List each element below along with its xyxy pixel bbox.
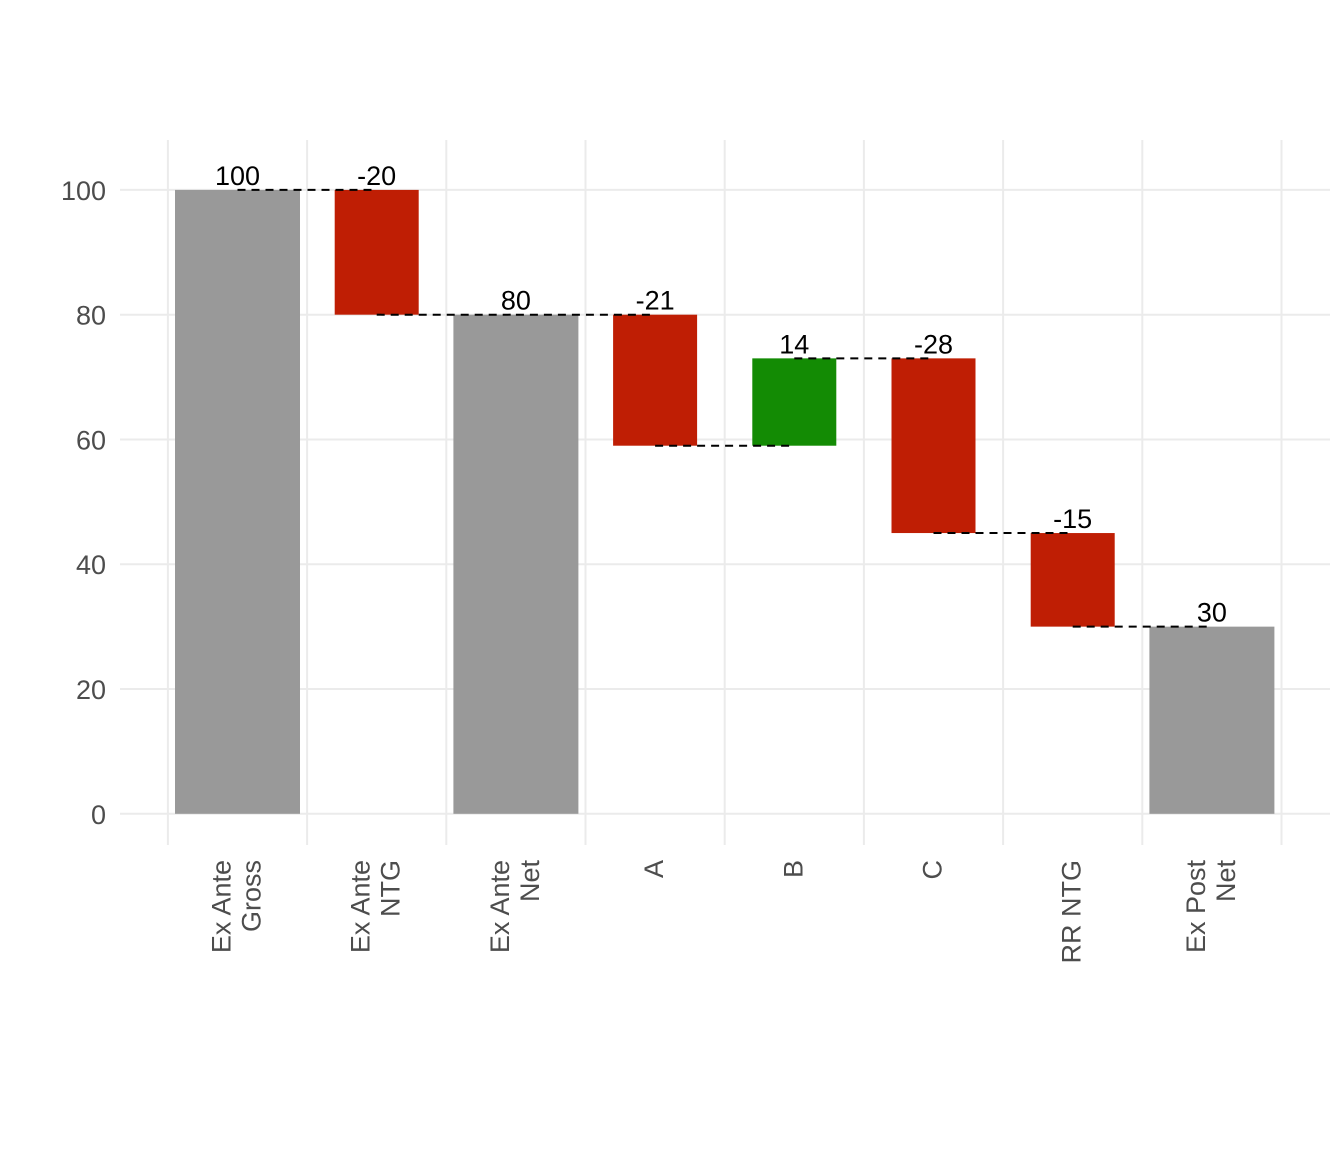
- x-tick-label: NTG: [376, 860, 406, 917]
- x-tick-label: Ex Ante: [207, 860, 237, 953]
- data-label: 100: [215, 161, 260, 191]
- x-tick-label: Ex Ante: [485, 860, 515, 953]
- x-tick-group: C: [918, 860, 948, 880]
- y-tick-label: 40: [76, 550, 106, 580]
- bar-decrease: [1030, 533, 1115, 627]
- x-tick-label: Net: [515, 860, 545, 903]
- data-label: 30: [1197, 598, 1227, 628]
- data-label: 14: [779, 329, 809, 359]
- y-tick-label: 60: [76, 425, 106, 455]
- x-tick-group: Ex Ante Net: [485, 860, 545, 954]
- bar-total: [1149, 626, 1275, 814]
- grid: [120, 140, 1330, 845]
- x-tick-label: Gross: [237, 860, 267, 932]
- bar-decrease: [891, 358, 976, 534]
- y-tick-label: 80: [76, 301, 106, 331]
- x-tick-label: A: [639, 860, 669, 878]
- x-tick-group: RR NTG: [1057, 860, 1087, 964]
- x-tick-label: B: [778, 860, 808, 878]
- x-tick-group: Ex Ante Gross: [207, 860, 267, 953]
- x-tick-group: Ex Post Net: [1181, 860, 1241, 954]
- bars: [175, 189, 1275, 814]
- x-tick-label: RR NTG: [1057, 860, 1087, 964]
- y-tick-label: 20: [76, 675, 106, 705]
- x-tick-label: Ex Ante: [346, 860, 376, 953]
- connectors: [237, 188, 1212, 628]
- x-tick-group: Ex Ante NTG: [346, 860, 406, 953]
- data-labels: 100 -20 80 -21 14 -28 -15 30: [215, 161, 1227, 628]
- bar-total: [175, 189, 300, 814]
- data-label: -21: [636, 286, 675, 316]
- x-tick-label: Net: [1211, 860, 1241, 903]
- y-axis-ticks: 0 20 40 60 80 100: [61, 176, 106, 830]
- x-tick-group: B: [778, 860, 808, 878]
- x-tick-label: Ex Post: [1181, 860, 1211, 954]
- data-label: -20: [357, 161, 396, 191]
- y-tick-label: 100: [61, 176, 106, 206]
- y-tick-label: 0: [91, 800, 106, 830]
- bar-increase: [752, 358, 837, 446]
- data-label: -28: [914, 329, 953, 359]
- x-tick-label: C: [918, 860, 948, 880]
- bar-decrease: [334, 189, 419, 315]
- x-tick-group: A: [639, 860, 669, 878]
- data-label: -15: [1053, 504, 1092, 534]
- bar-total: [453, 314, 579, 814]
- bar-decrease: [613, 314, 698, 446]
- data-label: 80: [501, 286, 531, 316]
- x-axis-ticks: Ex Ante Gross Ex Ante NTG Ex Ante Net A B C RR NT…: [207, 860, 1241, 964]
